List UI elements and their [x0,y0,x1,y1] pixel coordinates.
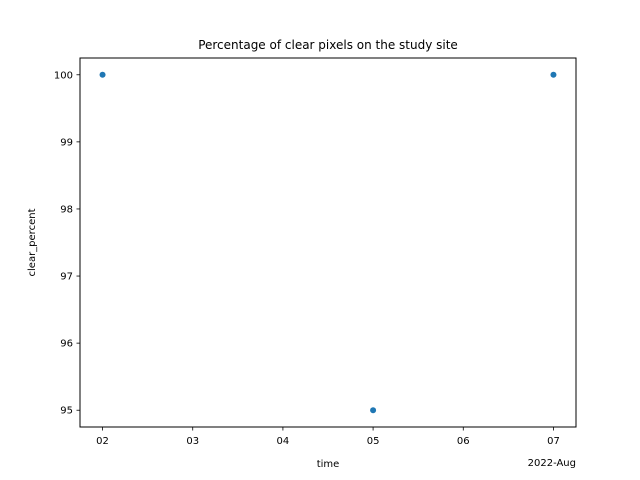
y-tick-label: 98 [60,204,73,215]
x-tick-label: 06 [457,436,470,447]
data-point [550,71,557,78]
x-axis-label: time [317,459,340,470]
axes-frame [79,57,577,428]
plot-area [79,57,577,428]
y-tick-label: 100 [54,70,73,81]
chart-title: Percentage of clear pixels on the study … [198,38,458,52]
y-tick-label: 99 [60,137,73,148]
x-tick-label: 07 [547,436,560,447]
x-tick-label: 04 [277,436,290,447]
y-tick-label: 95 [60,406,73,417]
y-tick-label: 97 [60,272,73,283]
x-tick-label: 03 [186,436,199,447]
x-axis-offset-label: 2022-Aug [528,458,576,469]
data-point [370,407,377,414]
x-axis-ticks: 02 03 04 05 06 07 [96,427,560,447]
y-axis-label: clear_percent [27,208,38,276]
y-tick-label: 96 [60,339,73,350]
data-point [99,71,106,78]
data-points [99,71,557,414]
x-tick-label: 02 [96,436,109,447]
y-axis-ticks: 95 96 97 98 99 100 [54,70,80,417]
x-tick-label: 05 [367,436,380,447]
